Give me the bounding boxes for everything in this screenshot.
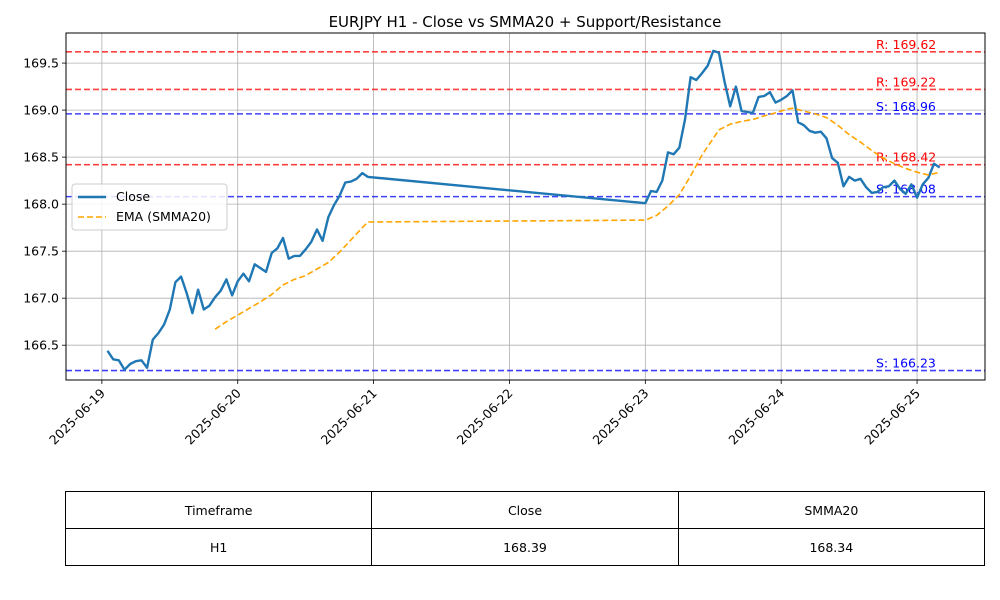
table-header-cell: Timeframe	[64, 491, 373, 529]
y-tick-label: 167.5	[23, 244, 59, 259]
table-cell: 168.39	[371, 528, 679, 566]
y-tick-label: 167.0	[23, 291, 59, 306]
y-tick-label: 168.0	[23, 197, 59, 212]
resistance-label: R: 168.42	[876, 150, 936, 165]
chart: EURJPY H1 - Close vs SMMA20 + Support/Re…	[23, 13, 986, 448]
plot-area-frame	[65, 32, 986, 381]
close-series-line	[106, 49, 941, 371]
y-tick-label: 168.5	[23, 150, 59, 165]
x-tick-label: 2025-06-24	[725, 385, 787, 447]
table-row: H1 168.39 168.34	[64, 528, 986, 566]
table-cell: 168.34	[677, 528, 986, 566]
support-label: S: 168.96	[876, 99, 936, 114]
y-tick-label: 169.5	[23, 56, 59, 71]
series	[106, 49, 941, 371]
x-tick-label: 2025-06-22	[454, 386, 516, 448]
y-tick-label: 166.5	[23, 338, 59, 353]
legend: Close EMA (SMMA20)	[71, 183, 228, 231]
table-header-cell: SMMA20	[677, 491, 986, 529]
smma-series-line	[214, 107, 940, 330]
legend-box	[71, 183, 228, 231]
summary-table: Timeframe Close SMMA20 H1 168.39 168.34	[64, 491, 986, 566]
x-tick-label: 2025-06-20	[182, 385, 244, 447]
chart-title: EURJPY H1 - Close vs SMMA20 + Support/Re…	[329, 13, 722, 31]
table-header-row: Timeframe Close SMMA20	[64, 491, 986, 529]
x-tick-label: 2025-06-23	[589, 386, 651, 448]
x-tick-label: 2025-06-25	[861, 386, 923, 448]
x-tick-label: 2025-06-21	[318, 386, 380, 448]
grid	[66, 33, 985, 380]
support-label: S: 166.23	[876, 356, 936, 371]
legend-label-smma: EMA (SMMA20)	[116, 209, 211, 224]
table-cell: H1	[64, 528, 373, 566]
table-header-cell: Close	[371, 491, 679, 529]
x-tick-label: 2025-06-19	[46, 385, 108, 447]
resistance-label: R: 169.62	[876, 37, 936, 52]
legend-label-close: Close	[116, 189, 150, 204]
resistance-label: R: 169.22	[876, 74, 936, 89]
y-tick-label: 169.0	[23, 103, 59, 118]
